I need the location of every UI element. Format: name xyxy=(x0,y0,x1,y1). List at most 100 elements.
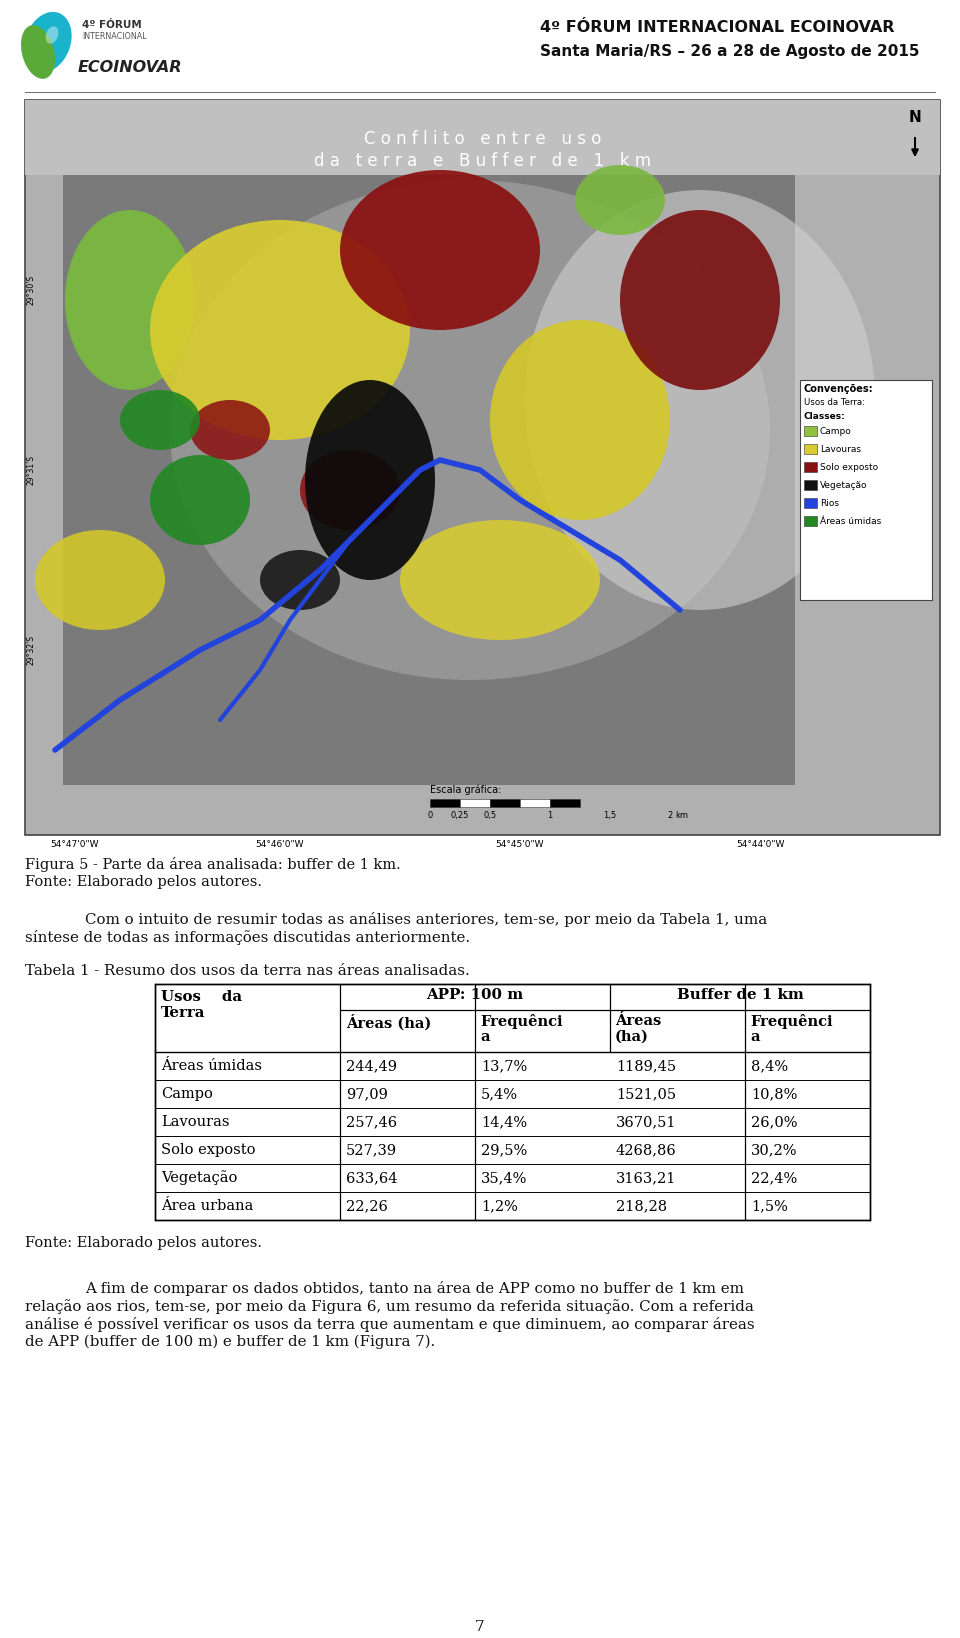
Ellipse shape xyxy=(170,180,770,680)
Text: 1,5: 1,5 xyxy=(604,811,616,821)
Text: 257,46: 257,46 xyxy=(346,1115,397,1129)
Text: Buffer de 1 km: Buffer de 1 km xyxy=(677,988,804,1002)
Text: Lavouras: Lavouras xyxy=(820,444,861,454)
Text: Santa Maria/RS – 26 a 28 de Agosto de 2015: Santa Maria/RS – 26 a 28 de Agosto de 20… xyxy=(540,44,920,59)
Text: A fim de comparar os dados obtidos, tanto na área de APP como no buffer de 1 km : A fim de comparar os dados obtidos, tant… xyxy=(85,1281,744,1296)
Bar xyxy=(25,100,940,175)
Ellipse shape xyxy=(150,219,410,441)
Bar xyxy=(490,799,520,808)
Text: síntese de todas as informações discutidas anteriormente.: síntese de todas as informações discutid… xyxy=(25,930,470,945)
Text: 633,64: 633,64 xyxy=(346,1171,397,1184)
Text: Áreas (ha): Áreas (ha) xyxy=(346,1014,431,1030)
Text: 54°45'0"W: 54°45'0"W xyxy=(495,840,544,848)
Text: 10,8%: 10,8% xyxy=(751,1088,798,1101)
Text: Com o intuito de resumir todas as análises anteriores, tem-se, por meio da Tabel: Com o intuito de resumir todas as anális… xyxy=(85,912,767,927)
Ellipse shape xyxy=(21,25,55,79)
Text: Fonte: Elaborado pelos autores.: Fonte: Elaborado pelos autores. xyxy=(25,875,262,889)
Text: 22,26: 22,26 xyxy=(346,1199,388,1214)
Ellipse shape xyxy=(620,210,780,390)
Bar xyxy=(520,799,550,808)
Text: Frequênci: Frequênci xyxy=(480,1014,563,1029)
Text: 244,49: 244,49 xyxy=(346,1060,397,1073)
Ellipse shape xyxy=(24,11,72,72)
Text: 0,5: 0,5 xyxy=(484,811,496,821)
Text: 1521,05: 1521,05 xyxy=(616,1088,676,1101)
Text: 2: 2 xyxy=(667,811,673,821)
Text: 97,09: 97,09 xyxy=(346,1088,388,1101)
Bar xyxy=(800,380,932,600)
Text: 1,2%: 1,2% xyxy=(481,1199,517,1214)
Text: Convenções:: Convenções: xyxy=(804,383,874,395)
Bar xyxy=(63,175,795,785)
Text: 527,39: 527,39 xyxy=(346,1143,397,1156)
Text: 5,4%: 5,4% xyxy=(481,1088,518,1101)
Text: Solo exposto: Solo exposto xyxy=(161,1143,255,1156)
Text: 218,28: 218,28 xyxy=(616,1199,667,1214)
Text: ECOINOVAR: ECOINOVAR xyxy=(78,61,182,75)
Text: 54°46'0"W: 54°46'0"W xyxy=(255,840,304,848)
Text: 8,4%: 8,4% xyxy=(751,1060,788,1073)
Bar xyxy=(804,462,817,472)
Ellipse shape xyxy=(190,400,270,460)
Bar xyxy=(804,444,817,454)
Text: 14,4%: 14,4% xyxy=(481,1115,527,1129)
Text: Rios: Rios xyxy=(820,498,839,508)
Text: km: km xyxy=(675,811,688,821)
Text: 54°47'0"W: 54°47'0"W xyxy=(51,840,99,848)
Text: 4268,86: 4268,86 xyxy=(616,1143,677,1156)
Text: 35,4%: 35,4% xyxy=(481,1171,527,1184)
Text: Classes:: Classes: xyxy=(804,413,846,421)
Ellipse shape xyxy=(260,550,340,609)
Bar xyxy=(804,516,817,526)
Text: 22,4%: 22,4% xyxy=(751,1171,797,1184)
Bar xyxy=(155,984,870,1220)
Ellipse shape xyxy=(490,319,670,519)
Text: INTERNACIONAL: INTERNACIONAL xyxy=(82,33,147,41)
Text: 29°30'S: 29°30'S xyxy=(27,275,36,305)
Text: Áreas úmidas: Áreas úmidas xyxy=(820,516,881,526)
Text: 3670,51: 3670,51 xyxy=(616,1115,677,1129)
Text: 13,7%: 13,7% xyxy=(481,1060,527,1073)
Ellipse shape xyxy=(150,455,250,545)
Text: análise é possível verificar os usos da terra que aumentam e que diminuem, ao co: análise é possível verificar os usos da … xyxy=(25,1317,755,1332)
Text: 3163,21: 3163,21 xyxy=(616,1171,677,1184)
Ellipse shape xyxy=(525,190,875,609)
Bar xyxy=(460,799,490,808)
Text: Áreas úmidas: Áreas úmidas xyxy=(161,1060,262,1073)
Text: Campo: Campo xyxy=(820,426,852,436)
Text: Escala gráfica:: Escala gráfica: xyxy=(430,785,501,794)
Ellipse shape xyxy=(340,170,540,329)
Ellipse shape xyxy=(305,380,435,580)
Ellipse shape xyxy=(300,450,400,531)
Bar xyxy=(804,498,817,508)
Text: Tabela 1 - Resumo dos usos da terra nas áreas analisadas.: Tabela 1 - Resumo dos usos da terra nas … xyxy=(25,965,469,978)
Ellipse shape xyxy=(35,531,165,631)
Text: Frequênci: Frequênci xyxy=(750,1014,832,1029)
Text: 30,2%: 30,2% xyxy=(751,1143,798,1156)
Text: a: a xyxy=(480,1030,490,1043)
Ellipse shape xyxy=(65,210,195,390)
Text: Figura 5 - Parte da área analisada: buffer de 1 km.: Figura 5 - Parte da área analisada: buff… xyxy=(25,857,400,871)
Text: relação aos rios, tem-se, por meio da Figura 6, um resumo da referida situação. : relação aos rios, tem-se, por meio da Fi… xyxy=(25,1299,754,1314)
Text: Solo exposto: Solo exposto xyxy=(820,462,878,472)
Text: Fonte: Elaborado pelos autores.: Fonte: Elaborado pelos autores. xyxy=(25,1237,262,1250)
Text: (ha): (ha) xyxy=(615,1030,649,1043)
Text: Usos da Terra:: Usos da Terra: xyxy=(804,398,865,406)
Text: Área urbana: Área urbana xyxy=(161,1199,253,1214)
Text: d a   t e r r a   e   B u f f e r   d e   1   k m: d a t e r r a e B u f f e r d e 1 k m xyxy=(314,152,651,170)
Text: 29°31'S: 29°31'S xyxy=(27,455,36,485)
Text: 0,25: 0,25 xyxy=(451,811,469,821)
Text: Terra: Terra xyxy=(161,1006,205,1020)
Text: Usos    da: Usos da xyxy=(161,989,242,1004)
Text: Áreas: Áreas xyxy=(615,1014,661,1029)
Text: APP: 100 m: APP: 100 m xyxy=(426,988,523,1002)
Text: 1,5%: 1,5% xyxy=(751,1199,788,1214)
Text: 54°44'0"W: 54°44'0"W xyxy=(735,840,784,848)
Text: 26,0%: 26,0% xyxy=(751,1115,798,1129)
Bar xyxy=(550,799,580,808)
Ellipse shape xyxy=(120,390,200,450)
Text: de APP (buffer de 100 m) e buffer de 1 km (Figura 7).: de APP (buffer de 100 m) e buffer de 1 k… xyxy=(25,1335,435,1350)
Bar xyxy=(25,100,940,835)
Text: a: a xyxy=(750,1030,759,1043)
Ellipse shape xyxy=(400,519,600,640)
